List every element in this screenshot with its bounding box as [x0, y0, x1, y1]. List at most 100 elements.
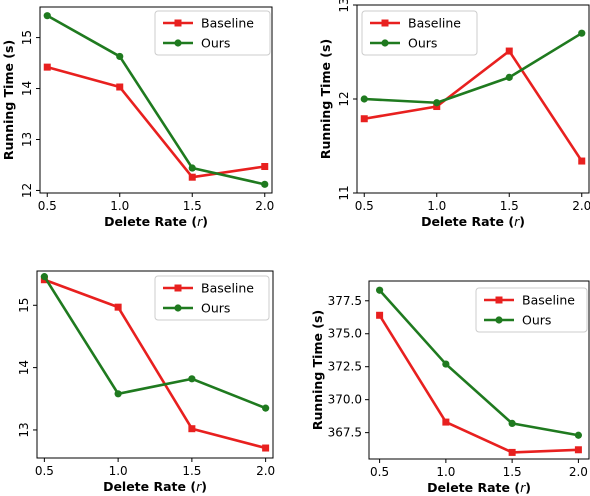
data-point-baseline: [360, 115, 368, 123]
legend-swatch-marker: [495, 316, 503, 324]
data-point-baseline: [43, 63, 51, 71]
y-axis-label: Running Time (s): [318, 39, 333, 159]
x-axis-label-text: ): [525, 480, 531, 495]
x-axis-label: Delete Rate (r): [104, 214, 208, 229]
legend-swatch-marker: [174, 19, 182, 27]
legend-label: Baseline: [201, 16, 254, 31]
x-tick-label: 2.0: [255, 199, 274, 213]
data-point-baseline: [261, 163, 269, 171]
legend-swatch-marker: [174, 284, 182, 292]
y-tick-label: 370.0: [328, 393, 362, 407]
data-point-baseline: [508, 448, 516, 456]
x-axis-label: Delete Rate (r): [421, 214, 525, 229]
data-point-baseline: [442, 418, 450, 426]
x-tick-label: 1.0: [109, 464, 128, 478]
legend-label: Ours: [201, 36, 230, 51]
y-tick-label: 14: [17, 360, 31, 375]
data-point-ours: [442, 360, 450, 368]
data-point-ours: [188, 164, 196, 172]
data-point-ours: [574, 431, 582, 439]
data-point-baseline: [578, 157, 586, 165]
data-point-ours: [360, 95, 368, 103]
chart-panel-3: 0.5 1.0 1.5 2.0 13 14 15 Delete Rate (r) Baselin…: [17, 270, 275, 494]
data-point-ours: [505, 73, 513, 81]
x-tick-label: 1.0: [436, 465, 455, 479]
data-point-baseline: [262, 444, 270, 452]
series-line-ours: [364, 32, 583, 105]
legend: Baseline Ours: [361, 10, 478, 56]
legend-swatch-marker: [381, 19, 389, 27]
x-tick-label: 1.0: [110, 199, 129, 213]
x-axis-label-text: ): [519, 214, 525, 229]
data-point-ours: [43, 12, 51, 20]
x-axis-label-variable: r: [514, 214, 520, 229]
data-point-baseline: [116, 83, 124, 91]
y-tick-label: 372.5: [328, 360, 362, 374]
series-line-baseline: [364, 49, 583, 162]
series-line-baseline: [43, 278, 266, 450]
x-tick-label: 2.0: [569, 465, 588, 479]
legend-label: Baseline: [408, 16, 461, 31]
chart-panel-1: 0.5 1.0 1.5 2.0 12 13 14 15 Delete Rate (r) Runni…: [1, 6, 274, 229]
legend: Baseline Ours: [154, 10, 271, 56]
series-line-ours: [46, 14, 266, 186]
x-tick-label: 2.0: [572, 199, 590, 213]
data-point-ours: [116, 52, 124, 61]
y-tick-label: 12: [20, 183, 34, 198]
x-axis-label-variable: r: [196, 479, 202, 494]
data-point-baseline: [433, 103, 441, 111]
y-tick-label: 367.5: [328, 426, 362, 440]
y-tick-label: 13: [17, 422, 31, 437]
data-point-baseline: [114, 303, 122, 311]
data-point-ours: [578, 29, 586, 37]
plot-frame: [39, 6, 273, 194]
y-tick-label: 375.0: [328, 327, 362, 341]
data-point-ours: [40, 273, 48, 281]
data-point-ours: [433, 99, 441, 107]
x-tick-label: 2.0: [256, 464, 275, 478]
chart-panel-4: 0.5 1.0 1.5 2.0 367.5 370.0 372.5 375.0 377.5 Del…: [310, 280, 590, 495]
data-point-baseline: [574, 446, 582, 454]
x-axis-label: Delete Rate (r): [103, 479, 207, 494]
series-line-ours: [43, 275, 267, 410]
x-axis-label-text: Delete Rate (: [421, 214, 514, 229]
y-tick-label: 14: [20, 81, 34, 96]
plot-frame: [368, 280, 590, 460]
data-point-ours: [376, 286, 384, 294]
x-tick-label: 1.5: [503, 465, 522, 479]
x-axis-label-text: Delete Rate (: [427, 480, 520, 495]
legend-swatch-marker: [174, 304, 182, 312]
legend-label: Baseline: [201, 281, 254, 296]
x-axis-label-text: ): [202, 214, 208, 229]
data-point-ours: [188, 375, 196, 383]
y-tick-label: 13: [20, 132, 34, 147]
x-tick-label: 1.5: [182, 464, 201, 478]
x-tick-label: 0.5: [355, 199, 374, 213]
y-tick-label: 15: [17, 298, 31, 313]
legend: Baseline Ours: [475, 287, 588, 333]
legend-swatch-marker: [495, 296, 503, 304]
x-axis-label-variable: r: [197, 214, 203, 229]
x-tick-label: 0.5: [370, 465, 389, 479]
legend-label: Ours: [408, 36, 437, 51]
y-tick-label: 12: [337, 91, 351, 106]
x-tick-label: 1.0: [427, 199, 446, 213]
plot-frame: [36, 270, 274, 459]
x-tick-label: 1.5: [183, 199, 202, 213]
data-point-baseline: [188, 173, 196, 181]
legend-label: Baseline: [522, 293, 575, 308]
x-axis-label-text: Delete Rate (: [104, 214, 197, 229]
y-axis-label: Running Time (s): [310, 310, 325, 430]
data-point-ours: [261, 180, 269, 188]
data-point-ours: [114, 390, 122, 398]
legend-label: Ours: [201, 301, 230, 316]
x-axis-label-variable: r: [520, 480, 526, 495]
x-axis-label-text: Delete Rate (: [103, 479, 196, 494]
data-point-ours: [262, 404, 270, 412]
series-line-baseline: [378, 314, 579, 454]
x-tick-label: 0.5: [35, 464, 54, 478]
legend: Baseline Ours: [154, 275, 270, 321]
y-tick-label: 13: [337, 0, 351, 13]
series-line-ours: [378, 289, 579, 437]
